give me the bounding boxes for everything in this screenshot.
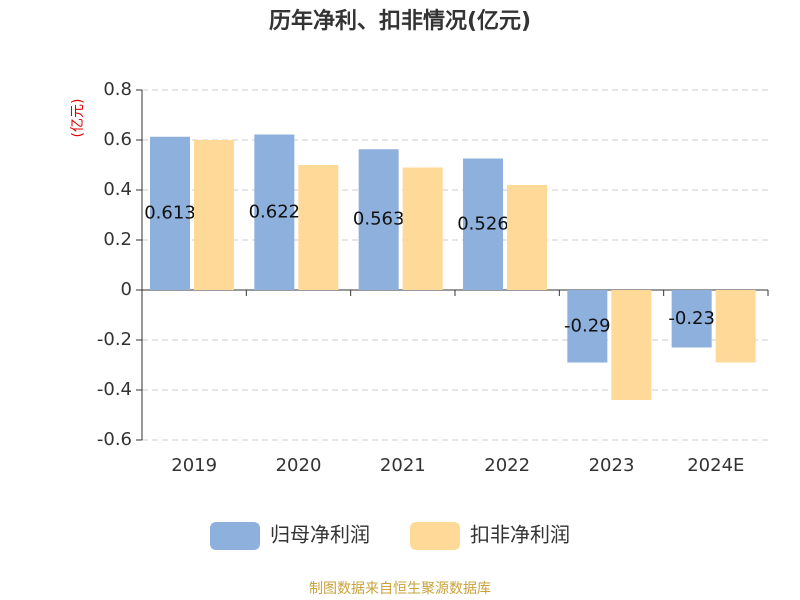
chart-title: 历年净利、扣非情况(亿元) [269, 8, 531, 34]
legend-swatch [410, 522, 460, 550]
bar [671, 290, 712, 348]
bar [194, 140, 234, 290]
y-tick-label: 0 [121, 279, 132, 300]
value-label: -0.29 [564, 315, 611, 336]
legend-label: 归母净利润 [270, 523, 370, 547]
x-tick-label: 2023 [589, 455, 635, 476]
bar [463, 158, 503, 290]
legend-label: 扣非净利润 [470, 523, 570, 547]
bar [402, 167, 443, 290]
bar [611, 290, 652, 400]
bar [715, 290, 756, 363]
bar [358, 149, 399, 290]
legend-swatch [210, 522, 260, 550]
y-tick-label: 0.8 [103, 79, 132, 100]
x-tick-label: 2021 [380, 455, 426, 476]
bar [254, 134, 295, 290]
value-label: 0.563 [353, 209, 405, 230]
x-tick-label: 2022 [484, 455, 530, 476]
bar [567, 290, 608, 363]
bar [298, 165, 339, 290]
y-tick-label: -0.4 [97, 379, 132, 400]
value-label: -0.23 [668, 308, 715, 329]
value-label: 0.613 [144, 202, 196, 223]
value-label: 0.622 [249, 201, 301, 222]
y-tick-label: -0.6 [97, 429, 132, 450]
bar [507, 185, 547, 290]
y-tick-label: -0.2 [97, 329, 132, 350]
y-tick-label: 0.4 [103, 179, 132, 200]
x-tick-label: 2024E [687, 455, 744, 476]
x-tick-label: 2019 [171, 455, 217, 476]
source-note: 制图数据来自恒生聚源数据库 [309, 581, 491, 597]
y-axis-label: (亿元) [70, 99, 86, 138]
bar [150, 136, 190, 290]
y-tick-label: 0.6 [103, 129, 132, 150]
value-label: 0.526 [457, 213, 509, 234]
y-tick-label: 0.2 [103, 229, 132, 250]
x-tick-label: 2020 [276, 455, 322, 476]
